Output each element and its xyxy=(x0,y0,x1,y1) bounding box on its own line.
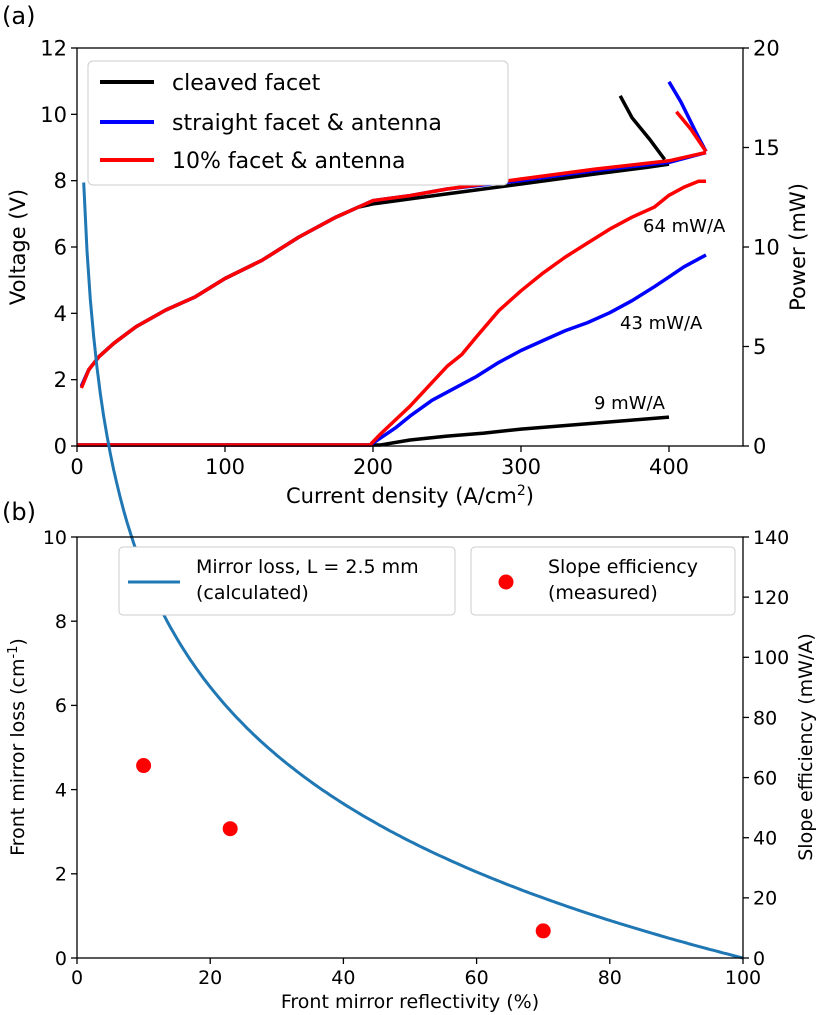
series-line xyxy=(77,415,670,447)
legend-label-straight: straight facet & antenna xyxy=(172,111,442,136)
annotation-43: 43 mW/A xyxy=(620,313,703,334)
x-tick-label: 60 xyxy=(465,967,489,989)
panel-b-ylabel-right: Slope efficiency (mW/A) xyxy=(795,633,817,861)
panel-a-ylabel-left: Voltage (V) xyxy=(6,189,30,305)
series-line xyxy=(79,150,707,389)
y-left-tick-label: 0 xyxy=(54,435,67,459)
y-left-tick-label: 8 xyxy=(54,169,67,193)
y-left-tick-label: 6 xyxy=(54,236,67,260)
legend-box xyxy=(87,60,509,186)
x-tick-label: 80 xyxy=(598,967,622,989)
x-tick-label: 0 xyxy=(71,967,83,989)
panel-b-frame xyxy=(76,536,744,959)
panel-a-legend: cleaved facet straight facet & antenna 1… xyxy=(87,60,509,186)
legend-label-mirror-loss: Mirror loss, L = 2.5 mm xyxy=(196,556,419,578)
y-left-tick-label: 10 xyxy=(43,527,67,549)
x-tick-label: 0 xyxy=(70,455,83,479)
y-left-tick-label: 4 xyxy=(54,302,67,326)
x-tick-label: 40 xyxy=(331,967,355,989)
series-line xyxy=(79,162,670,388)
y-left-tick-label: 6 xyxy=(55,695,67,717)
y-left-tick-label: 4 xyxy=(55,779,67,801)
legend-label-cleaved: cleaved facet xyxy=(172,71,321,96)
y-left-tick-label: 0 xyxy=(55,948,67,970)
y-right-tick-label: 0 xyxy=(753,435,766,459)
x-tick-label: 400 xyxy=(649,455,689,479)
x-tick-label: 100 xyxy=(725,967,761,989)
panel-b-xlabel: Front mirror reflectivity (%) xyxy=(281,991,539,1013)
y-right-tick-label: 20 xyxy=(753,888,777,910)
series-line xyxy=(79,150,707,388)
x-tick-label: 20 xyxy=(198,967,222,989)
annotation-64: 64 mW/A xyxy=(643,216,726,237)
panel-b-label: (b) xyxy=(2,498,36,526)
y-left-tick-label: 12 xyxy=(40,37,67,61)
slope-efficiency-point xyxy=(222,821,238,837)
legend-label-10pct: 10% facet & antenna xyxy=(172,149,405,174)
y-left-tick-label: 2 xyxy=(54,368,67,392)
y-right-tick-label: 120 xyxy=(753,587,789,609)
panel-a-ylabel-right: Power (mW) xyxy=(786,183,810,311)
y-right-tick-label: 80 xyxy=(753,707,777,729)
panel-a-xlabel: Current density (A/cm2) xyxy=(286,483,534,508)
legend-label-slope-efficiency-sub: (measured) xyxy=(548,582,658,604)
legend-box-mirror xyxy=(118,546,456,616)
rollover-line xyxy=(675,110,708,153)
legend-label-mirror-loss-sub: (calculated) xyxy=(196,582,309,604)
x-tick-label: 200 xyxy=(353,455,393,479)
series-line xyxy=(77,179,706,447)
y-right-tick-label: 5 xyxy=(753,335,766,359)
y-right-tick-label: 100 xyxy=(753,647,789,669)
y-left-tick-label: 10 xyxy=(40,103,67,127)
legend-label-slope-efficiency: Slope efficiency xyxy=(548,556,698,578)
panel-b-legend: Mirror loss, L = 2.5 mm (calculated) Slo… xyxy=(118,546,736,616)
panel-a-label: (a) xyxy=(2,2,35,30)
y-right-tick-label: 20 xyxy=(753,37,780,61)
series-line xyxy=(77,253,707,447)
y-right-tick-label: 60 xyxy=(753,767,777,789)
rollover-line xyxy=(618,94,667,161)
y-left-tick-label: 2 xyxy=(55,864,67,886)
y-right-tick-label: 40 xyxy=(753,828,777,850)
panel-a: (a) 0 100 200 300 400 0 2 4 6 8 10 12 0 5 10 15 20 Cur… xyxy=(2,2,810,508)
mirror-loss-curve xyxy=(82,182,744,960)
y-right-tick-label: 15 xyxy=(753,136,780,160)
y-right-tick-label: 10 xyxy=(753,236,780,260)
slope-efficiency-point xyxy=(136,758,152,774)
panel-b-ylabel-left: Front mirror loss (cm-1) xyxy=(6,638,29,856)
annotation-9: 9 mW/A xyxy=(594,393,666,414)
x-tick-label: 100 xyxy=(205,455,245,479)
y-left-tick-label: 8 xyxy=(55,611,67,633)
y-right-tick-label: 0 xyxy=(753,948,765,970)
y-right-tick-label: 140 xyxy=(753,527,789,549)
slope-efficiency-point xyxy=(535,923,551,939)
legend-swatch-slope-efficiency xyxy=(498,574,514,590)
legend-box-slope xyxy=(470,546,736,616)
x-tick-label: 300 xyxy=(501,455,541,479)
